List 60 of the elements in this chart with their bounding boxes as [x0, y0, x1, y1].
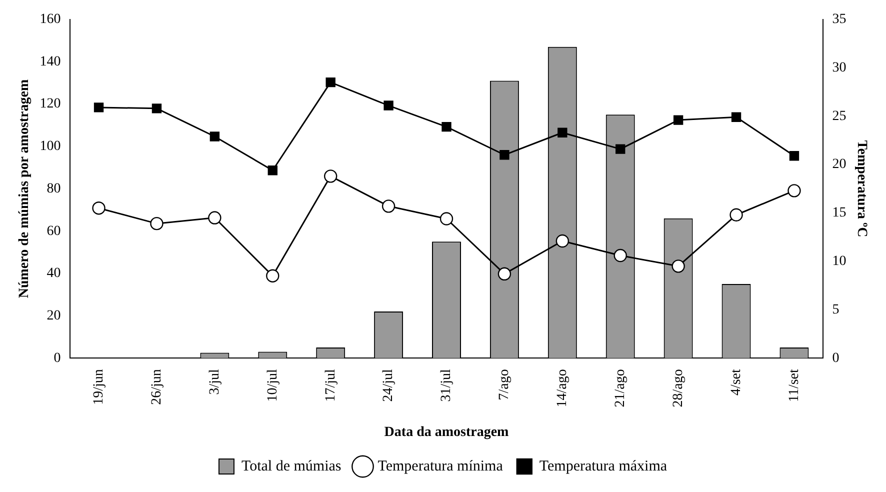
point: [442, 122, 452, 132]
point: [266, 269, 280, 282]
point: [382, 200, 396, 213]
point: [440, 212, 454, 226]
x-tick-label: 28/ago: [670, 369, 686, 408]
x-tick-label: 26/jun: [149, 369, 164, 405]
x-axis-title: Data da amostragem: [384, 425, 510, 440]
point: [731, 112, 742, 122]
y2-tick-label: 35: [832, 12, 846, 28]
x-tick-label: 11/set: [786, 368, 802, 402]
y2-tick-label: 10: [832, 254, 846, 269]
point: [326, 77, 336, 88]
y-tick-label: 100: [40, 139, 61, 154]
y-tick-label: 0: [54, 350, 61, 366]
point: [556, 234, 570, 248]
point: [500, 150, 510, 160]
legend-label: Temperatura máxima: [539, 458, 668, 474]
point: [558, 128, 568, 138]
point: [94, 102, 104, 112]
x-tick-label: 31/jul: [439, 368, 454, 402]
y2-tick-label: 0: [832, 350, 840, 366]
legend-label: Temperatura mínima: [378, 458, 504, 474]
x-tick-label: 7/ago: [497, 369, 512, 400]
point: [673, 115, 684, 125]
x-tick-label: 19/jun: [91, 369, 106, 405]
x-tick-label: 24/jul: [381, 368, 396, 402]
point: [616, 144, 626, 154]
y2-tick-label: 25: [832, 108, 846, 124]
y-tick-label: 60: [46, 224, 61, 239]
y-tick-label: 120: [40, 96, 61, 112]
x-tick-label: 4/set: [728, 369, 744, 396]
y2-tick-label: 30: [832, 60, 846, 76]
y2-tick-label: 20: [832, 157, 846, 172]
x-tick-label: 21/ago: [613, 369, 628, 408]
point: [208, 211, 222, 224]
point: [384, 100, 394, 110]
point: [150, 216, 164, 230]
x-tick-label: 17/jul: [323, 368, 338, 402]
y2-tick-label: 15: [832, 206, 846, 221]
y-tick-label: 20: [46, 308, 61, 324]
point: [210, 132, 220, 142]
point: [614, 248, 627, 262]
y-tick-label: 160: [40, 12, 61, 28]
point: [324, 170, 338, 183]
y-tick-label: 40: [46, 266, 61, 282]
x-tick-label: 14/ago: [555, 369, 570, 408]
legend-label: Total de múmias: [241, 458, 342, 474]
y-axis-title: Número de múmias por amostragem: [17, 79, 32, 298]
point: [730, 208, 743, 222]
point: [672, 260, 685, 273]
x-tick-label: 10/jul: [265, 368, 280, 402]
point: [789, 151, 800, 161]
point: [498, 267, 512, 281]
y2-axis-title: Temperatura ºC: [854, 140, 869, 238]
point: [152, 104, 162, 114]
y-tick-label: 140: [40, 54, 61, 70]
point: [268, 166, 278, 176]
x-tick-label: 3/jul: [207, 368, 222, 395]
y2-tick-label: 5: [832, 302, 840, 318]
y-tick-label: 80: [46, 181, 61, 196]
